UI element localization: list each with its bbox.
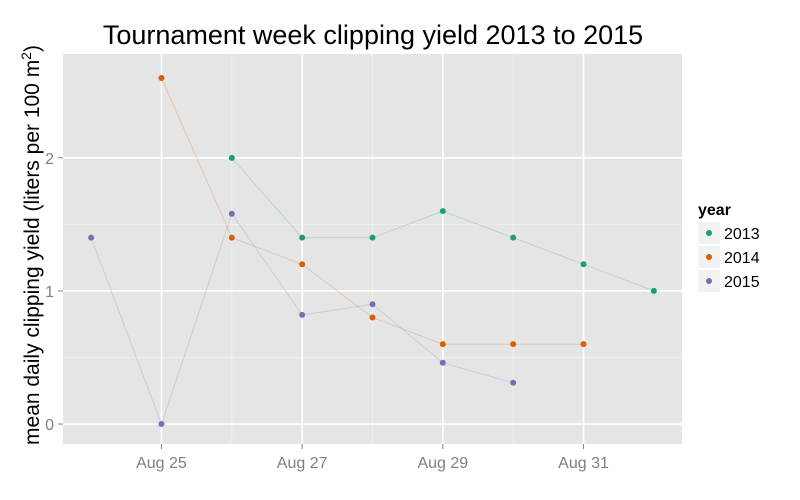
data-point-2014	[299, 261, 306, 268]
legend-marker-2014	[706, 254, 712, 260]
data-point-2015	[510, 379, 517, 386]
data-point-2015	[228, 210, 235, 217]
data-point-2015	[299, 311, 306, 318]
data-point-2014	[369, 314, 376, 321]
grid	[63, 54, 682, 444]
y-axis-label-close: )	[21, 45, 44, 52]
data-point-2014	[510, 341, 517, 348]
legend-marker-2015	[706, 278, 712, 284]
y-tick-label: 2	[45, 151, 54, 168]
data-point-2013	[650, 287, 657, 294]
y-axis-label-superscript: 2	[18, 52, 34, 60]
chart-title: Tournament week clipping yield 2013 to 2…	[103, 20, 643, 50]
legend-label-2015: 2015	[724, 274, 760, 291]
y-tick-label: 0	[45, 417, 54, 434]
data-point-2013	[580, 261, 587, 268]
data-point-2015	[88, 234, 95, 241]
legend-label-2013: 2013	[724, 226, 760, 243]
data-point-2015	[369, 301, 376, 308]
y-axis-label: mean daily clipping yield (liters per 10…	[18, 45, 44, 445]
data-point-2013	[439, 208, 446, 215]
x-tick-label: Aug 29	[417, 455, 468, 472]
x-axis: Aug 25 Aug 27 Aug 29 Aug 31	[136, 444, 609, 472]
x-tick-label: Aug 25	[136, 455, 187, 472]
data-point-2013	[299, 234, 306, 241]
data-point-2014	[158, 74, 165, 81]
series-points	[88, 74, 657, 428]
x-tick-label: Aug 27	[277, 455, 328, 472]
legend-title: year	[698, 202, 731, 219]
y-axis-label-text: mean daily clipping yield (liters per 10…	[21, 60, 44, 445]
data-point-2014	[228, 234, 235, 241]
data-point-2013	[369, 234, 376, 241]
data-point-2013	[510, 234, 517, 241]
legend-label-2014: 2014	[724, 250, 760, 267]
data-point-2014	[439, 341, 446, 348]
y-tick-label: 1	[45, 284, 54, 301]
data-point-2014	[580, 341, 587, 348]
legend: year 2013 2014 2015	[698, 202, 760, 292]
x-tick-label: Aug 31	[558, 455, 609, 472]
y-axis: 0 1 2	[45, 151, 63, 434]
data-point-2015	[439, 359, 446, 366]
data-point-2013	[228, 154, 235, 161]
data-point-2015	[158, 421, 165, 428]
legend-marker-2013	[706, 230, 712, 236]
